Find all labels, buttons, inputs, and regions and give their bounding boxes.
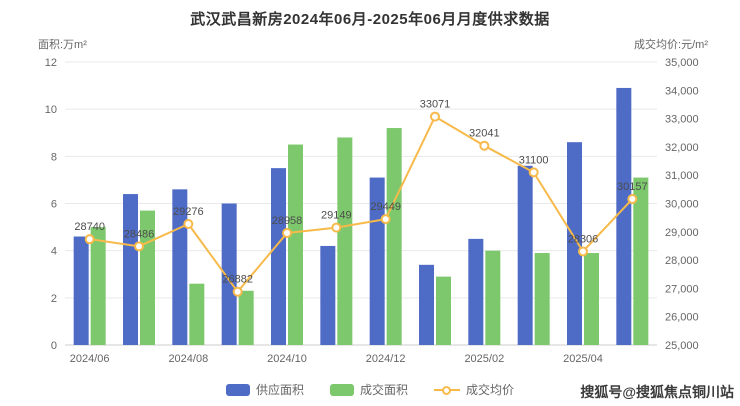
bar-sold-area (386, 128, 402, 345)
price-marker (578, 246, 588, 257)
y-axis-right-tick-label: 25,000 (665, 340, 699, 352)
bar-sold-area (485, 250, 501, 345)
price-data-label: 28740 (74, 221, 105, 233)
bar-supply-area (567, 142, 582, 345)
legend-item-avg-price[interactable]: 成交均价 (434, 381, 514, 398)
y-axis-right-tick-label: 28,000 (665, 255, 699, 267)
y-axis-right-tick-label: 35,000 (665, 57, 699, 69)
y-axis-right-tick-label: 29,000 (665, 227, 699, 239)
y-axis-right-tick-label: 26,000 (665, 312, 699, 324)
bar-supply-area (172, 189, 188, 345)
price-data-label: 32041 (469, 128, 500, 140)
bar-supply-area (419, 264, 434, 345)
price-marker (331, 222, 342, 233)
watermark-text: 搜狐号@搜狐焦点铜川站 (580, 384, 734, 400)
chart-title: 武汉武昌新房2024年06月-2025年06月月度供求数据 (190, 11, 550, 28)
price-line (89, 115, 634, 293)
price-marker (232, 286, 243, 297)
y-axis-left-tick-label: 12 (45, 57, 57, 69)
price-line-swatch-icon (434, 385, 460, 395)
price-data-label: 31100 (519, 154, 549, 166)
right-axis-name: 成交均价:元/m² (634, 39, 708, 51)
price-data-label: 28306 (568, 233, 599, 245)
x-axis-tick-label: 2024/08 (168, 353, 208, 365)
supply-bar-swatch-icon (225, 383, 250, 396)
bar-supply-area (271, 168, 286, 345)
price-marker (479, 140, 490, 151)
bar-supply-area (517, 165, 533, 345)
bar-supply-area (221, 203, 237, 345)
y-axis-right-tick-label: 31,000 (665, 170, 699, 182)
legend-label: 供应面积 (255, 383, 304, 397)
bar-sold-area (90, 227, 106, 345)
price-marker (282, 227, 292, 238)
price-marker (84, 234, 95, 245)
price-marker (627, 194, 638, 205)
y-axis-left-tick-label: 8 (51, 151, 57, 163)
legend: 供应面积 成交面积 成交均价 (0, 381, 740, 398)
left-axis-name: 面积:万m² (38, 39, 87, 51)
bar-sold-area (337, 137, 353, 345)
legend-item-supply-area[interactable]: 供应面积 (225, 381, 304, 398)
y-axis-left-tick-label: 4 (51, 246, 57, 258)
legend-item-sold-area[interactable]: 成交面积 (329, 381, 408, 398)
price-data-label: 28486 (124, 228, 155, 240)
sold-bar-swatch-icon (329, 383, 354, 396)
price-marker (183, 218, 194, 229)
price-data-label: 28958 (272, 215, 303, 227)
x-axis-tick-label: 2024/12 (366, 353, 406, 365)
price-data-label: 30157 (617, 181, 648, 193)
y-axis-left-tick-label: 10 (45, 104, 57, 116)
bar-supply-area (616, 87, 632, 346)
price-data-label: 29149 (321, 210, 352, 222)
bar-sold-area (534, 253, 550, 345)
x-axis-tick-label: 2025/04 (563, 353, 603, 365)
bar-sold-area (288, 144, 303, 345)
x-axis-tick-label: 2025/02 (464, 353, 504, 365)
price-data-label: 29276 (173, 206, 204, 218)
bar-sold-area (189, 283, 205, 345)
y-axis-left-tick-label: 2 (51, 293, 57, 305)
price-marker (430, 111, 440, 122)
bar-sold-area (436, 276, 451, 345)
bar-supply-area (468, 238, 484, 345)
price-data-label: 29449 (370, 201, 401, 213)
price-data-label: 26882 (222, 274, 253, 286)
legend-label: 成交面积 (359, 383, 408, 397)
bar-sold-area (584, 253, 599, 345)
x-axis-tick-label: 2024/06 (70, 353, 110, 365)
y-axis-right-tick-label: 32,000 (665, 142, 699, 154)
bar-sold-area (633, 177, 649, 345)
price-marker (134, 241, 144, 252)
price-data-label: 33071 (420, 99, 451, 111)
y-axis-left-tick-label: 6 (51, 199, 57, 211)
price-marker (528, 167, 539, 178)
y-axis-right-tick-label: 27,000 (665, 283, 699, 295)
y-axis-right-tick-label: 34,000 (665, 85, 699, 97)
y-axis-right-tick-label: 33,000 (665, 114, 699, 126)
price-marker (380, 214, 391, 225)
y-axis-right-tick-label: 30,000 (665, 199, 699, 211)
bar-supply-area (320, 245, 336, 345)
legend-label: 成交均价 (466, 383, 515, 397)
x-axis-tick-label: 2024/10 (267, 353, 307, 365)
bar-supply-area (73, 236, 89, 345)
bar-sold-area (238, 290, 254, 345)
y-axis-left-tick-label: 0 (51, 340, 57, 352)
bar-supply-area (123, 194, 138, 345)
